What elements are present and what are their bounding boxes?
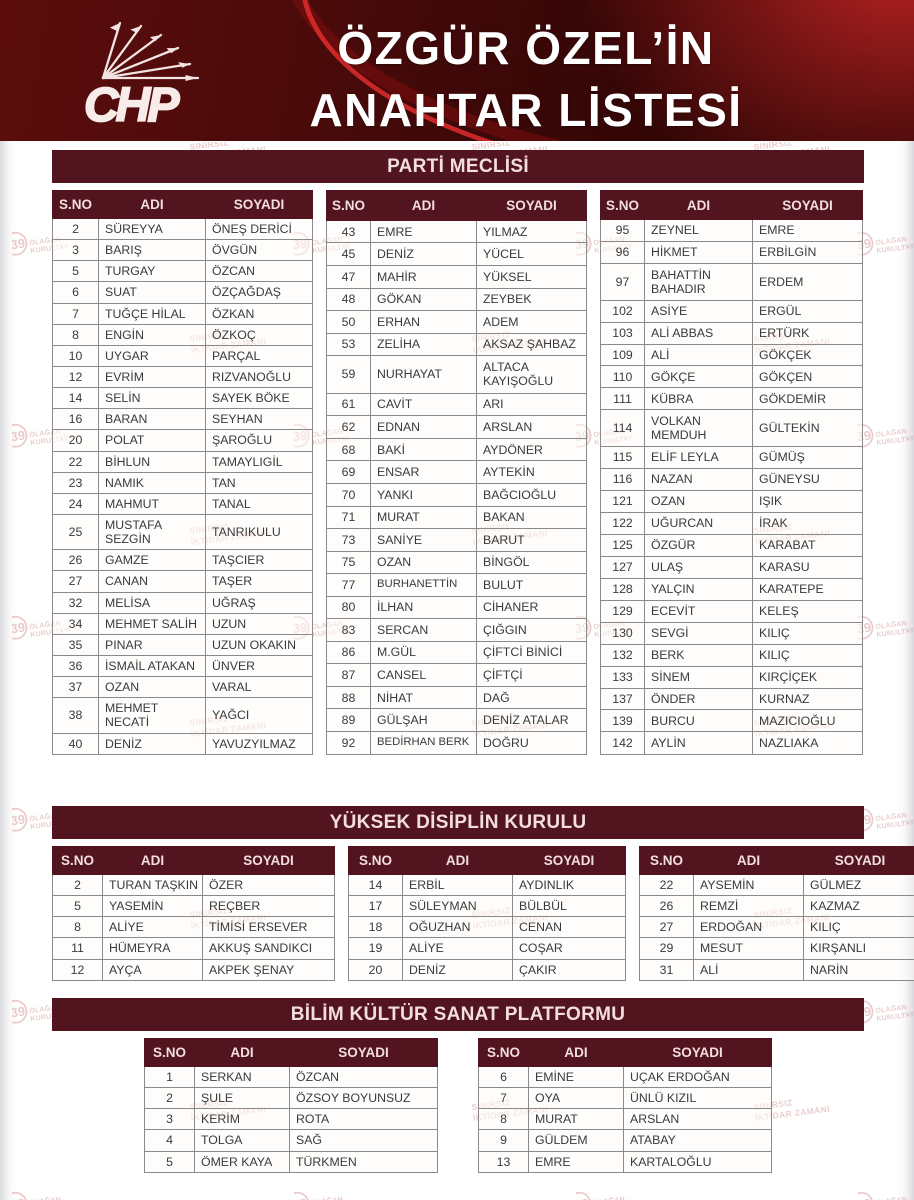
svg-text:CHP: CHP: [84, 79, 180, 126]
